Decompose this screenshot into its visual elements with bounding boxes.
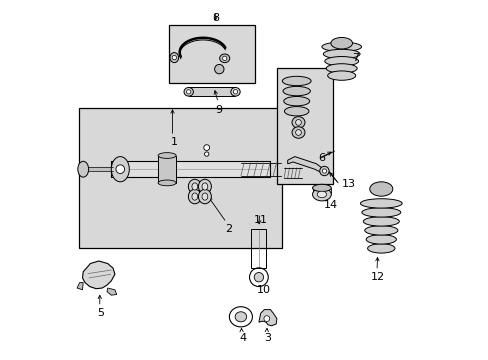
Ellipse shape <box>198 189 211 204</box>
Ellipse shape <box>295 120 301 125</box>
Text: 10: 10 <box>257 285 271 295</box>
Polygon shape <box>258 310 276 326</box>
Ellipse shape <box>283 86 310 96</box>
Ellipse shape <box>321 42 361 51</box>
Ellipse shape <box>324 57 358 66</box>
Text: 7: 7 <box>352 53 359 63</box>
Ellipse shape <box>254 273 263 282</box>
Ellipse shape <box>330 37 352 49</box>
Ellipse shape <box>78 161 88 177</box>
Ellipse shape <box>183 87 193 96</box>
Polygon shape <box>82 261 115 289</box>
Ellipse shape <box>116 165 124 174</box>
Ellipse shape <box>235 312 246 322</box>
Text: 4: 4 <box>239 333 246 343</box>
Ellipse shape <box>172 55 176 60</box>
Ellipse shape <box>284 107 308 116</box>
Ellipse shape <box>249 268 268 287</box>
Ellipse shape <box>312 188 330 201</box>
Ellipse shape <box>312 184 330 192</box>
Ellipse shape <box>219 54 229 63</box>
Ellipse shape <box>361 208 400 217</box>
Ellipse shape <box>192 183 197 190</box>
Bar <box>168 25 255 83</box>
Ellipse shape <box>111 157 129 182</box>
Text: 2: 2 <box>224 224 231 234</box>
Ellipse shape <box>295 130 301 135</box>
Ellipse shape <box>233 90 237 94</box>
Ellipse shape <box>186 90 190 94</box>
Ellipse shape <box>188 189 201 204</box>
Ellipse shape <box>291 117 305 128</box>
Ellipse shape <box>327 71 355 80</box>
Ellipse shape <box>170 53 178 63</box>
Ellipse shape <box>203 145 209 150</box>
Text: 3: 3 <box>264 333 271 343</box>
Ellipse shape <box>325 64 356 73</box>
Ellipse shape <box>322 169 326 173</box>
Ellipse shape <box>188 179 201 194</box>
Text: 5: 5 <box>97 308 104 318</box>
Bar <box>250 229 265 268</box>
Ellipse shape <box>319 166 328 176</box>
Ellipse shape <box>366 235 396 244</box>
Bar <box>188 87 235 96</box>
Ellipse shape <box>264 316 269 321</box>
Text: 12: 12 <box>370 272 384 282</box>
Ellipse shape <box>214 64 224 74</box>
Ellipse shape <box>202 193 207 200</box>
Polygon shape <box>77 283 83 290</box>
Ellipse shape <box>158 180 176 186</box>
Bar <box>111 161 269 177</box>
Polygon shape <box>287 157 323 173</box>
Ellipse shape <box>198 179 211 194</box>
Ellipse shape <box>158 153 176 158</box>
Ellipse shape <box>192 193 197 200</box>
Text: 13: 13 <box>341 179 355 189</box>
Text: 14: 14 <box>323 200 337 210</box>
Ellipse shape <box>369 182 392 196</box>
Ellipse shape <box>367 244 394 253</box>
Ellipse shape <box>291 127 305 138</box>
Text: 11: 11 <box>253 215 267 225</box>
Bar <box>79 108 282 248</box>
Ellipse shape <box>222 56 226 60</box>
Ellipse shape <box>364 226 397 235</box>
Ellipse shape <box>283 96 309 106</box>
Text: 6: 6 <box>318 153 325 163</box>
Ellipse shape <box>230 87 240 96</box>
Text: 8: 8 <box>212 13 219 23</box>
Text: 1: 1 <box>170 137 178 147</box>
Ellipse shape <box>323 49 359 59</box>
Ellipse shape <box>202 183 207 190</box>
Bar <box>158 156 176 183</box>
Bar <box>276 68 332 184</box>
Ellipse shape <box>360 199 401 208</box>
Ellipse shape <box>229 307 252 327</box>
Polygon shape <box>107 288 117 295</box>
Text: 9: 9 <box>215 105 223 115</box>
Ellipse shape <box>282 76 310 86</box>
Ellipse shape <box>317 191 326 198</box>
Ellipse shape <box>204 152 208 156</box>
Ellipse shape <box>363 217 399 226</box>
